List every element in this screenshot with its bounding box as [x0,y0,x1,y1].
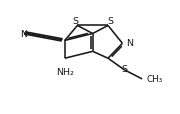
Text: N: N [20,30,27,39]
Text: CH₃: CH₃ [147,75,163,84]
Text: N: N [126,38,133,47]
Text: S: S [122,64,128,73]
Text: NH₂: NH₂ [56,67,74,76]
Text: S: S [73,17,79,26]
Text: S: S [107,17,113,26]
